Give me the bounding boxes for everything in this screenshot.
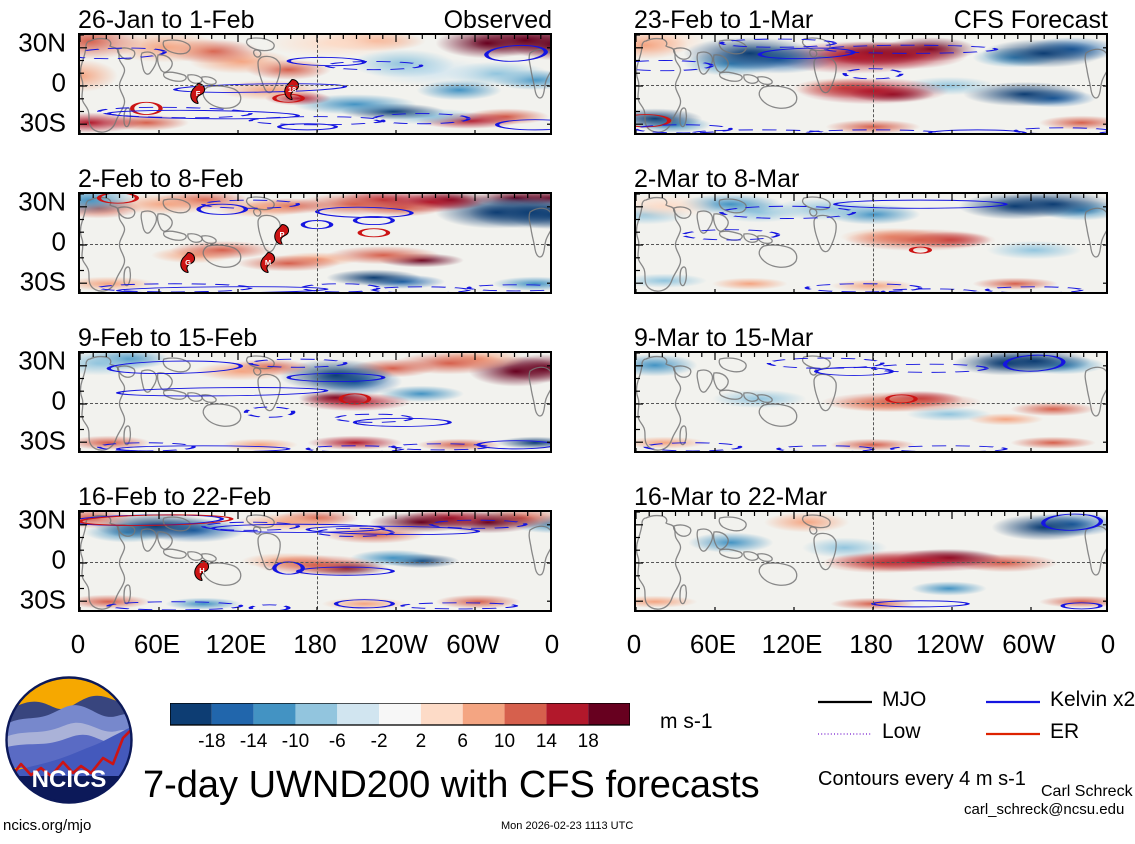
svg-text:18: 18 bbox=[578, 731, 599, 751]
svg-text:H: H bbox=[199, 566, 204, 575]
svg-text:2: 2 bbox=[416, 731, 427, 751]
svg-text:14: 14 bbox=[536, 731, 558, 751]
svg-text:-18: -18 bbox=[198, 731, 225, 751]
svg-text:18: 18 bbox=[287, 85, 295, 94]
svg-text:G: G bbox=[185, 258, 191, 267]
svg-text:M: M bbox=[265, 258, 271, 267]
svg-text:F: F bbox=[195, 89, 200, 98]
svg-text:-6: -6 bbox=[329, 731, 346, 751]
svg-text:-14: -14 bbox=[240, 731, 268, 751]
svg-text:6: 6 bbox=[457, 731, 468, 751]
svg-text:-2: -2 bbox=[371, 731, 388, 751]
svg-text:10: 10 bbox=[494, 731, 515, 751]
svg-text:-10: -10 bbox=[282, 731, 309, 751]
svg-text:NCICS: NCICS bbox=[32, 766, 107, 793]
svg-text:P: P bbox=[280, 230, 285, 239]
